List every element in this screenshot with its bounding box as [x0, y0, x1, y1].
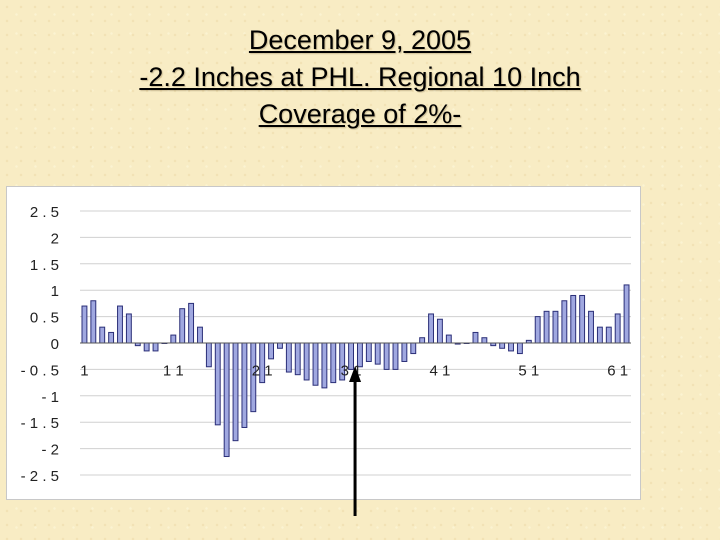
x-tick-label: 1 1	[163, 362, 184, 379]
y-tick-label: 1 . 5	[30, 257, 59, 274]
y-tick-label: - 2	[41, 442, 59, 459]
y-tick-label: 0 . 5	[30, 310, 59, 327]
y-tick-label: 2	[51, 230, 59, 247]
x-tick-label: 6 1	[607, 362, 628, 379]
chart-container: 2 . 5 2 1 . 5 1 0 . 5 0 - 0 . 5 - 1 - 1 . 5 - 2 - …	[6, 186, 641, 500]
x-tick-label: 4 1	[429, 362, 450, 379]
slide-title: December 9, 2005 -2.2 Inches at PHL. Reg…	[0, 22, 720, 133]
y-tick-label: 1	[51, 283, 59, 300]
x-tick-label: 5 1	[518, 362, 539, 379]
title-line-2: -2.2 Inches at PHL. Regional 10 Inch	[139, 62, 581, 92]
x-tick-label: 1	[80, 362, 88, 379]
y-tick-label: - 2 . 5	[21, 468, 59, 485]
y-tick-label: 0	[51, 336, 59, 353]
x-tick-label: 2 1	[252, 362, 273, 379]
y-tick-label: 2 . 5	[30, 204, 59, 221]
y-tick-label: - 1	[41, 389, 59, 406]
arrow-head	[349, 366, 362, 382]
bar-chart: 2 . 5 2 1 . 5 1 0 . 5 0 - 0 . 5 - 1 - 1 . 5 - 2 - …	[21, 204, 631, 485]
y-tick-label: - 1 . 5	[21, 415, 59, 432]
title-line-1: December 9, 2005	[248, 25, 472, 55]
title-line-3: Coverage of 2%-	[258, 99, 462, 129]
y-tick-label: - 0 . 5	[21, 362, 59, 379]
